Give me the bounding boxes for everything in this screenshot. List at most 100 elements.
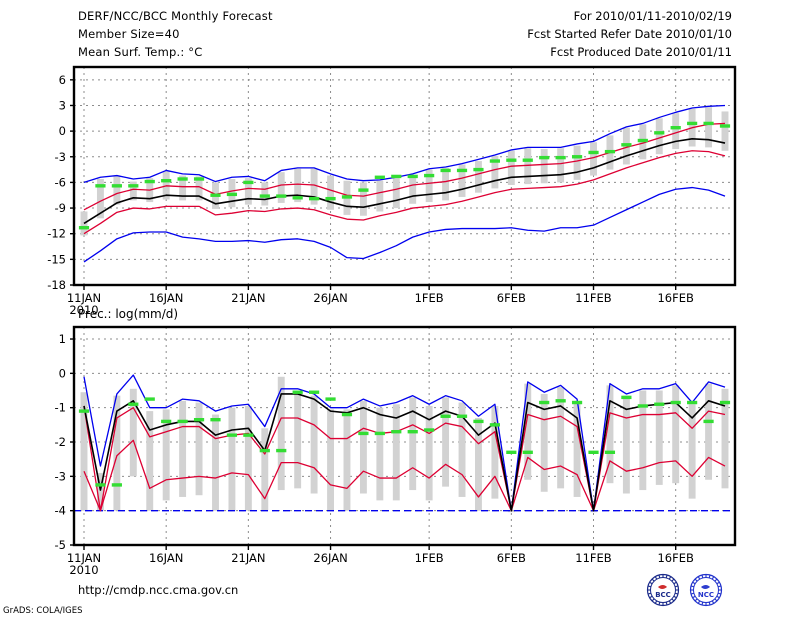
plot-frame <box>72 325 737 547</box>
spread-bar <box>639 390 647 491</box>
y-tick-label: -12 <box>47 227 66 241</box>
spread-bar <box>343 409 351 511</box>
series-median <box>83 138 726 225</box>
spread-bar <box>277 172 285 203</box>
spread-bar <box>392 404 400 501</box>
spread-bar <box>557 387 565 489</box>
y-tick-label: 0 <box>59 366 66 380</box>
spread-bar <box>458 402 466 497</box>
spread-bar <box>425 405 433 501</box>
series-max <box>83 104 726 184</box>
x-tick-label: 11FEB <box>575 551 612 565</box>
spread-bar <box>179 400 187 497</box>
spread-bar <box>162 409 170 501</box>
spread-bar <box>590 142 597 176</box>
y-tick-label: 6 <box>59 73 66 87</box>
x-axis-year-label: 2010 <box>69 563 98 577</box>
plot-frame <box>72 65 737 287</box>
series-climatology <box>78 390 731 487</box>
spread-bar <box>540 393 548 492</box>
spread-bar <box>672 113 680 150</box>
y-tick-label: 1 <box>59 332 66 346</box>
spread-bar <box>146 411 154 511</box>
spread-bar <box>442 167 450 201</box>
x-tick-label: 16JAN <box>149 291 183 305</box>
spread-bar <box>540 149 548 184</box>
y-tick-label: -18 <box>47 278 66 292</box>
x-tick-label: 16FEB <box>657 551 694 565</box>
series-lower-quartile <box>83 439 726 512</box>
spread-bar <box>442 397 450 487</box>
ncc-logo-icon: NCC <box>688 572 724 608</box>
spread-bar <box>310 395 318 494</box>
spread-bar <box>327 409 334 511</box>
x-tick-label: 21JAN <box>231 551 265 565</box>
y-tick-label: -3 <box>55 150 66 164</box>
spread-bar <box>294 390 302 489</box>
y-tick-label: -2 <box>55 435 66 449</box>
y-tick-label: -9 <box>55 201 66 215</box>
spread-bar <box>80 392 88 511</box>
y-tick-label: 3 <box>59 98 66 112</box>
spread-bar <box>573 400 581 497</box>
y-tick-label: -6 <box>55 175 66 189</box>
spread-bar <box>491 405 499 499</box>
x-tick-label: 1FEB <box>415 291 444 305</box>
spread-bar <box>244 405 252 511</box>
forecast-range-label: For 2010/01/11-2010/02/19 <box>573 9 732 23</box>
spread-bar <box>310 168 318 205</box>
spread-bar <box>557 148 565 183</box>
fcst-started-label: Fcst Started Refer Date 2010/01/10 <box>527 27 732 41</box>
spread-bar <box>376 407 384 501</box>
spread-bar <box>491 155 499 189</box>
x-tick-label: 16FEB <box>657 291 694 305</box>
spread-bar <box>228 407 236 511</box>
spread-bar <box>507 150 515 185</box>
series-min <box>83 186 726 263</box>
spread-bar <box>475 417 482 511</box>
spread-bar <box>721 111 729 151</box>
y-tick-label: -5 <box>55 538 66 552</box>
spread-bar <box>212 414 219 511</box>
spread-bar <box>277 376 285 491</box>
y-tick-label: -15 <box>47 252 66 266</box>
spread-bar <box>96 178 104 219</box>
spread-bar <box>606 385 614 484</box>
y-tick-label: -3 <box>55 469 66 483</box>
source-url[interactable]: http://cmdp.ncc.cma.gov.cn <box>78 583 239 597</box>
spread-bar <box>96 472 104 511</box>
spread-bar <box>409 397 417 491</box>
spread-bar <box>688 404 696 499</box>
bcc-logo-icon: BCC <box>645 572 681 608</box>
spread-bar <box>705 107 713 148</box>
spread-bar <box>195 402 203 496</box>
x-tick-label: 11JAN <box>67 551 101 565</box>
spread-bar <box>376 180 384 212</box>
spread-bar <box>179 175 187 201</box>
x-axis-year-label: 2010 <box>69 303 98 317</box>
spread-bar <box>113 395 121 511</box>
svg-text:NCC: NCC <box>698 591 714 599</box>
x-tick-label: 11JAN <box>67 291 101 305</box>
series-max <box>83 374 726 512</box>
spread-bar <box>244 178 252 205</box>
spread-bar <box>622 395 630 494</box>
x-tick-label: 6FEB <box>497 291 526 305</box>
y-tick-label: -4 <box>55 504 66 518</box>
x-tick-label: 6FEB <box>497 551 526 565</box>
series-upper-quartile <box>83 122 726 211</box>
spread-bar <box>261 182 269 206</box>
series-median <box>83 393 726 512</box>
spread-bar <box>129 388 137 477</box>
x-tick-label: 11FEB <box>575 291 612 305</box>
y-tick-label: 0 <box>59 124 66 138</box>
grads-credit: GrADS: COLA/IGES <box>3 606 83 616</box>
spread-bar <box>655 390 663 485</box>
spread-bar <box>261 428 269 511</box>
spread-bar <box>392 178 400 209</box>
spread-bar <box>475 161 482 193</box>
temperature-unit-label: Mean Surf. Temp.: °C <box>78 45 203 59</box>
